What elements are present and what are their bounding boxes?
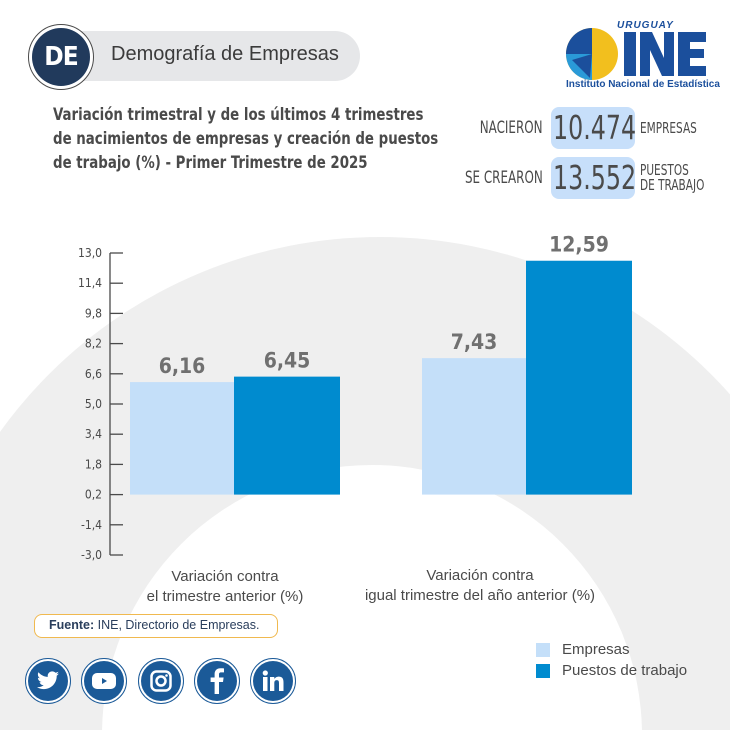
kpi-label-se-crearon: SE CREARON [465, 168, 543, 188]
category-label-1: Variación contra el trimestre anterior (… [140, 567, 310, 607]
ine-globe-icon [566, 28, 618, 80]
kpi-unit-line: DE TRABAJO [640, 176, 705, 194]
source-text: INE, Directorio de Empresas. [94, 618, 260, 632]
kpi-box-empresas [551, 107, 635, 149]
bar-value-label: 6,45 [264, 349, 311, 373]
y-tick-label: 8,2 [85, 337, 102, 351]
bar-empresas [422, 358, 526, 495]
category-line: Variación contra [426, 567, 534, 584]
page-title: Demografía de Empresas [111, 43, 339, 65]
y-tick-label: 3,4 [85, 427, 102, 441]
category-line: el trimestre anterior (%) [146, 588, 304, 605]
bar-puestos [234, 376, 340, 495]
logo-fullname: Instituto Nacional de Estadística [566, 79, 720, 90]
badge-text: DE [32, 28, 90, 86]
youtube-icon [92, 673, 116, 689]
subtitle-line: de nacimientos de empresas y creación de… [53, 129, 439, 148]
source-note: Fuente: INE, Directorio de Empresas. [34, 614, 278, 638]
instagram-button[interactable] [138, 658, 184, 704]
subtitle-line: Variación trimestral y de los últimos 4 … [53, 105, 424, 124]
legend-item-puestos: Puestos de trabajo [536, 662, 687, 679]
bar-value-label: 7,43 [451, 330, 498, 354]
y-tick-label: 0,2 [85, 488, 102, 502]
y-tick-label: 11,4 [78, 276, 102, 290]
linkedin-icon [262, 670, 284, 691]
bar-puestos [526, 260, 632, 495]
y-tick-label: 9,8 [85, 306, 102, 320]
legend-label: Empresas [562, 641, 630, 658]
kpi-unit-line: EMPRESAS [640, 119, 697, 137]
category-line: igual trimestre del año anterior (%) [364, 587, 596, 604]
kpi-box-puestos [551, 157, 635, 199]
youtube-button[interactable] [81, 658, 127, 704]
y-tick-label: 6,6 [85, 367, 102, 381]
facebook-icon [210, 668, 224, 694]
linkedin-button[interactable] [250, 658, 296, 704]
chart-subtitle: Variación trimestral y de los últimos 4 … [53, 103, 463, 175]
twitter-icon [37, 671, 59, 690]
legend-swatch-empresas [536, 642, 550, 657]
source-label: Fuente: [49, 618, 95, 632]
legend-item-empresas: Empresas [536, 641, 630, 658]
kpi-value-puestos: 13.552 [553, 158, 637, 197]
kpi-unit-puestos: PUESTOS DE TRABAJO [640, 163, 704, 193]
ine-logo [566, 28, 706, 80]
bar-value-label: 6,16 [159, 354, 206, 378]
kpi-unit-empresas: EMPRESAS [640, 121, 697, 136]
legend-label: Puestos de trabajo [562, 662, 688, 679]
kpi-value-empresas: 10.474 [553, 108, 637, 147]
subtitle-line: de trabajo (%) - Primer Trimestre de 202… [53, 153, 368, 172]
instagram-icon [150, 670, 172, 692]
twitter-button[interactable] [25, 658, 71, 704]
category-line: Variación contra [171, 568, 279, 585]
y-tick-label: -1,4 [81, 518, 102, 532]
header-badge: DE [28, 24, 94, 90]
facebook-button[interactable] [194, 658, 240, 704]
kpi-unit-line: PUESTOS [640, 161, 689, 179]
y-tick-label: -3,0 [81, 548, 102, 562]
y-tick-label: 1,8 [85, 457, 102, 471]
logo-country: URUGUAY [617, 20, 674, 31]
kpi-label-nacieron: NACIERON [480, 118, 543, 138]
y-tick-label: 5,0 [85, 397, 102, 411]
y-tick-label: 13,0 [78, 246, 102, 260]
bar-empresas [130, 382, 234, 495]
bar-value-label: 12,59 [549, 233, 609, 257]
category-label-2: Variación contra igual trimestre del año… [340, 566, 620, 606]
legend-swatch-puestos [536, 663, 550, 678]
